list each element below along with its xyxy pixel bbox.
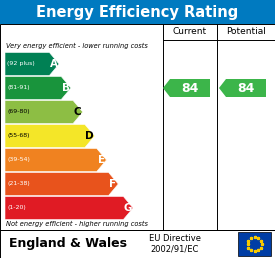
Polygon shape [5,52,59,76]
Polygon shape [5,197,133,220]
Text: Not energy efficient - higher running costs: Not energy efficient - higher running co… [6,221,148,227]
Polygon shape [5,149,106,172]
Text: EU Directive
2002/91/EC: EU Directive 2002/91/EC [149,234,201,254]
Text: B: B [62,83,70,93]
Polygon shape [163,79,210,97]
Text: (21-38): (21-38) [7,181,30,187]
Text: F: F [109,179,117,189]
Polygon shape [5,125,95,148]
Text: 84: 84 [181,82,199,94]
Text: Current: Current [173,28,207,36]
Text: D: D [85,131,94,141]
Polygon shape [219,79,266,97]
Bar [0,0,275,24]
Text: 84: 84 [237,82,255,94]
Polygon shape [5,77,71,100]
Text: G: G [123,203,132,213]
Polygon shape [5,173,118,196]
Text: Very energy efficient - lower running costs: Very energy efficient - lower running co… [6,43,148,49]
Bar [0,230,275,258]
Text: E: E [98,155,105,165]
Text: England & Wales: England & Wales [9,238,127,251]
Polygon shape [5,101,83,124]
Bar [0,24,275,230]
Text: (55-68): (55-68) [7,133,29,139]
Text: (1-20): (1-20) [7,206,26,211]
Text: (69-80): (69-80) [7,109,30,115]
Text: Potential: Potential [226,28,266,36]
Text: (39-54): (39-54) [7,157,30,163]
Text: Energy Efficiency Rating: Energy Efficiency Rating [36,4,239,20]
Bar [238,232,271,256]
Text: A: A [50,59,58,69]
Text: (81-91): (81-91) [7,85,30,91]
Text: C: C [74,107,81,117]
Text: (92 plus): (92 plus) [7,61,35,67]
